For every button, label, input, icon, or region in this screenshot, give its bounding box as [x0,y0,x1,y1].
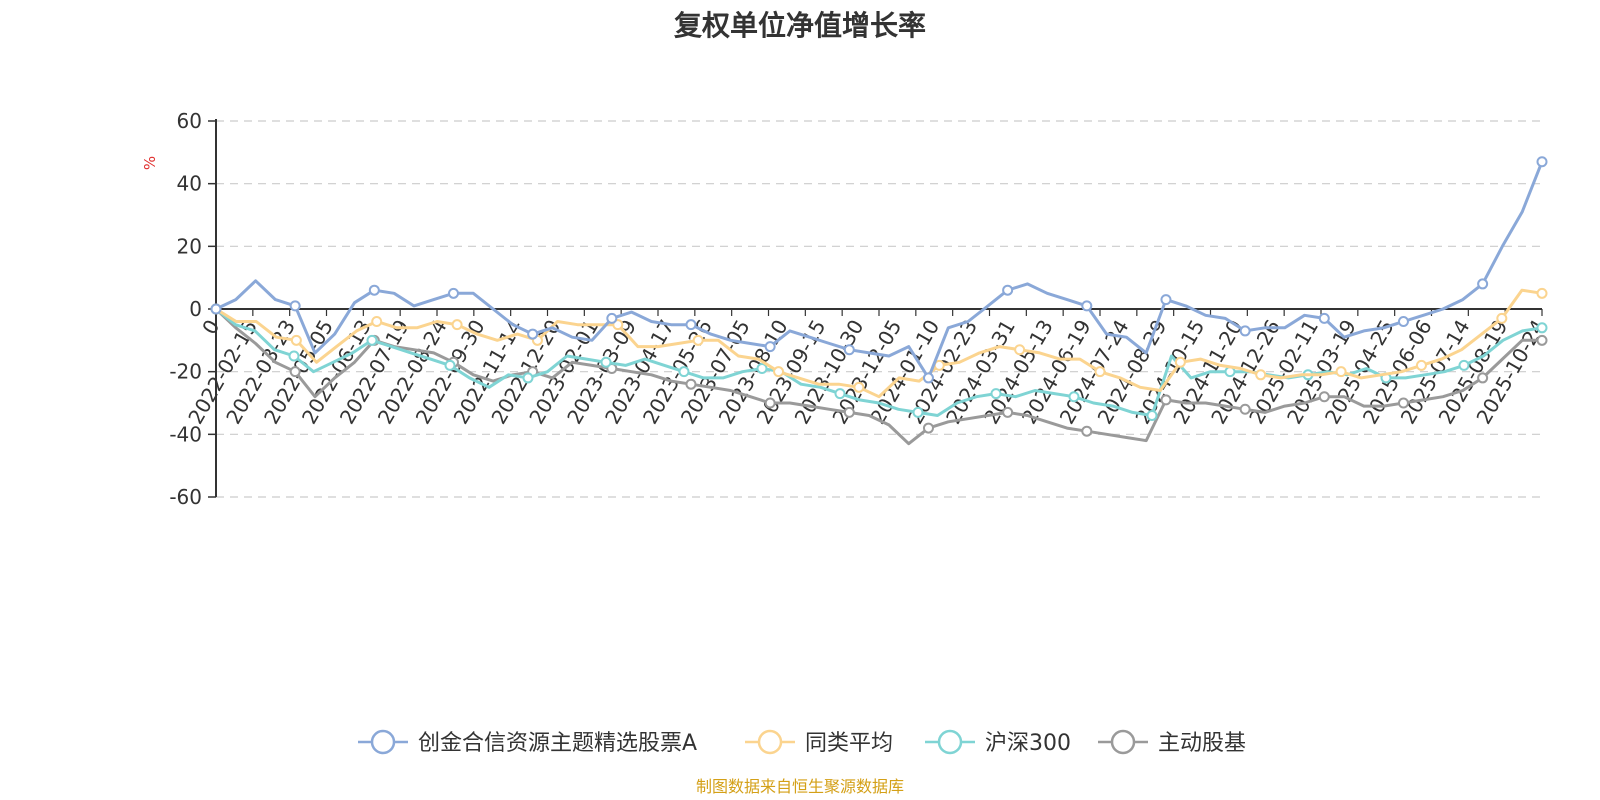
data-point[interactable] [990,388,1002,400]
data-point[interactable] [368,284,380,296]
legend-marker [757,729,783,755]
data-point[interactable] [912,406,924,418]
data-point[interactable] [843,406,855,418]
data-point[interactable] [1318,312,1330,324]
data-point[interactable] [685,319,697,331]
data-point[interactable] [289,300,301,312]
legend-item-0[interactable]: 创金合信资源主题精选股票A [358,729,697,756]
legend-label: 创金合信资源主题精选股票A [418,731,697,756]
data-point[interactable] [522,372,534,384]
series-line [215,307,1543,417]
legend-item-1[interactable]: 同类平均 [745,729,893,756]
data-point[interactable] [1094,366,1106,378]
data-point[interactable] [1458,359,1470,371]
data-point[interactable] [1239,403,1251,415]
y-axis-label: % [141,156,159,170]
data-point[interactable] [1335,366,1347,378]
data-point[interactable] [834,388,846,400]
data-point[interactable] [1160,394,1172,406]
data-point[interactable] [290,334,302,346]
y-tick-label: 40 [177,172,202,196]
legend-marker [1110,729,1136,755]
data-point[interactable] [1477,372,1489,384]
data-point[interactable] [527,328,539,340]
legend-label: 同类平均 [805,731,893,756]
legend-item-3[interactable]: 主动股基 [1098,729,1246,756]
y-tick-label: 0 [189,297,202,321]
legend-label: 主动股基 [1158,731,1246,756]
data-point[interactable] [1415,359,1427,371]
grid-lines [216,120,1542,498]
y-tick-label: 20 [177,234,202,258]
data-point[interactable] [451,319,463,331]
data-point[interactable] [764,397,776,409]
data-point[interactable] [1536,287,1548,299]
data-point[interactable] [1477,278,1489,290]
data-point[interactable] [764,341,776,353]
data-point[interactable] [1255,369,1267,381]
data-point[interactable] [1318,391,1330,403]
data-point[interactable] [366,334,378,346]
data-point[interactable] [1536,322,1548,334]
data-point[interactable] [600,356,612,368]
series-lines [210,156,1548,446]
y-tick-label: -60 [169,485,202,509]
y-tick-label: -40 [169,422,202,446]
data-point[interactable] [1002,284,1014,296]
data-point[interactable] [1174,356,1186,368]
data-point[interactable] [678,366,690,378]
y-axis: 60 40 20 0 -20 -40 -60 [169,109,217,509]
y-tick-label: 60 [177,109,202,133]
series-line [215,288,1543,399]
legend-label: 沪深300 [985,731,1071,756]
data-point[interactable] [210,303,222,315]
series-2 [210,303,1548,422]
chart-title: 复权单位净值增长率 [674,9,926,42]
y-tick-label: -20 [169,360,202,384]
data-point[interactable] [1496,312,1508,324]
x-tick-label: 0 [197,316,224,339]
data-point[interactable] [1397,397,1409,409]
legend: 创金合信资源主题精选股票A 同类平均 沪深300 主动股基 [358,729,1246,756]
data-point[interactable] [1081,425,1093,437]
data-point[interactable] [922,422,934,434]
data-point[interactable] [288,350,300,362]
data-point[interactable] [1014,344,1026,356]
legend-marker [937,729,963,755]
data-point[interactable] [843,344,855,356]
data-point[interactable] [1081,300,1093,312]
data-point[interactable] [444,359,456,371]
data-point[interactable] [1536,334,1548,346]
data-point[interactable] [289,366,301,378]
data-point[interactable] [1068,391,1080,403]
legend-marker [370,729,396,755]
data-point[interactable] [773,366,785,378]
data-point[interactable] [853,381,865,393]
data-point[interactable] [756,363,768,375]
data-point[interactable] [1002,406,1014,418]
data-point[interactable] [1239,325,1251,337]
data-point[interactable] [606,312,618,324]
data-point[interactable] [1160,294,1172,306]
series-1 [210,287,1548,399]
data-point[interactable] [1397,316,1409,328]
data-point[interactable] [922,372,934,384]
legend-item-2[interactable]: 沪深300 [925,729,1071,756]
series-0 [210,156,1548,384]
data-point[interactable] [685,378,697,390]
data-point[interactable] [371,316,383,328]
data-point[interactable] [1146,410,1158,422]
data-point[interactable] [1536,156,1548,168]
source-note: 制图数据来自恒生聚源数据库 [696,777,904,796]
data-point[interactable] [447,287,459,299]
data-point[interactable] [692,334,704,346]
